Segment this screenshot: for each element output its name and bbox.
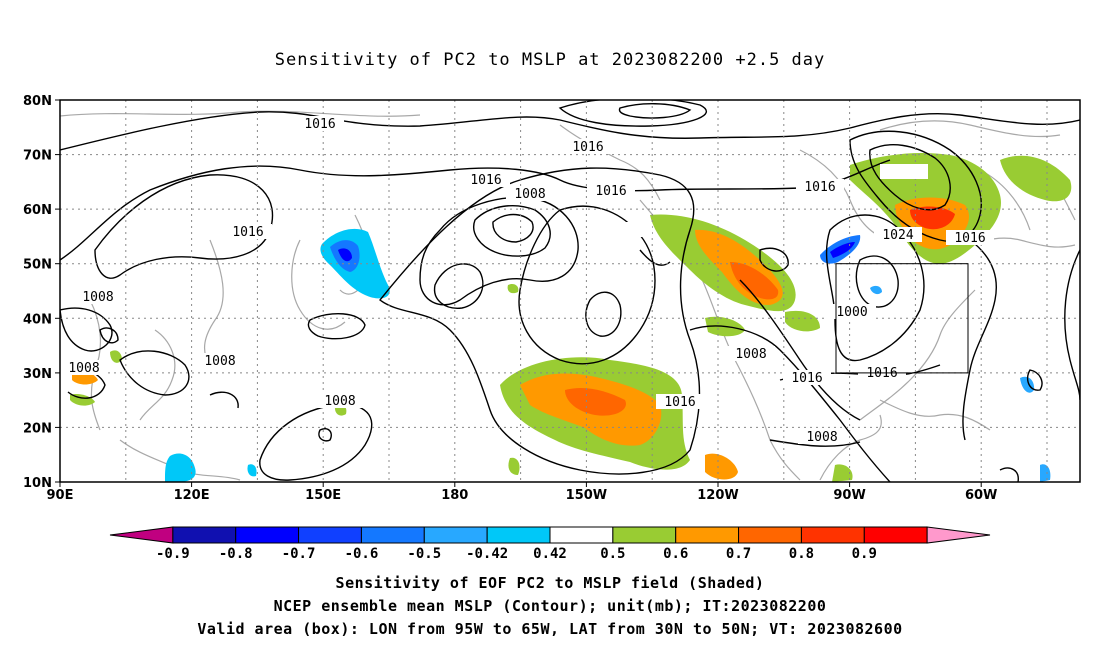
contour-label: 1016 <box>783 370 831 386</box>
contour-label: 1008 <box>727 346 775 362</box>
colorbar-segment <box>172 526 237 544</box>
colorbar-tick-label: -0.7 <box>282 546 316 562</box>
lat-label-50n: 50N <box>23 258 52 273</box>
contour-label: 1016 <box>462 172 510 188</box>
map-frame <box>59 99 1081 483</box>
longitude-labels: 90E 120E 150E 180 150W 120W 90W 60W <box>47 488 998 503</box>
map-title: Sensitivity of PC2 to MSLP at 2023082200… <box>274 50 826 70</box>
lon-label-150e: 150E <box>305 488 341 503</box>
colorbar-tick-label: 0.6 <box>663 546 688 562</box>
svg-text:1016: 1016 <box>804 180 835 195</box>
colorbar-tick-label: 0.42 <box>533 546 567 562</box>
svg-text:1016: 1016 <box>232 225 263 240</box>
lat-label-10n: 10N <box>23 476 52 491</box>
lon-label-120e: 120E <box>174 488 210 503</box>
colorbar-tick-label: -0.5 <box>407 546 441 562</box>
lat-label-40n: 40N <box>23 312 52 327</box>
colorbar-segment <box>675 526 740 544</box>
svg-text:1008: 1008 <box>82 290 113 305</box>
colorbar-segment <box>298 526 362 544</box>
svg-text:1016: 1016 <box>866 366 897 381</box>
contour-label: 1008 <box>74 289 122 305</box>
colorbar-tick-label: -0.9 <box>156 546 190 562</box>
contour-label: 1024 <box>874 227 922 243</box>
contour-label: 1008 <box>316 393 364 409</box>
latitude-labels: 80N 70N 60N 50N 40N 30N 20N 10N <box>23 94 52 491</box>
lat-label-70n: 70N <box>23 149 52 164</box>
svg-text:1016: 1016 <box>664 395 695 410</box>
colorbar-segment <box>612 526 677 544</box>
colorbar-tick-label: 0.8 <box>789 546 814 562</box>
footer-line-1: Sensitivity of EOF PC2 to MSLP field (Sh… <box>335 574 765 592</box>
footer-line-3: Valid area (box): LON from 95W to 65W, L… <box>197 620 903 638</box>
contour-label: 1008 <box>798 429 846 445</box>
contour-label: 1008 <box>196 353 244 369</box>
contour-label: 1008 <box>60 360 108 376</box>
lon-label-180: 180 <box>441 488 468 503</box>
svg-text:1024: 1024 <box>882 228 913 243</box>
contour-label <box>880 164 928 179</box>
svg-text:1008: 1008 <box>68 361 99 376</box>
colorbar-segment <box>800 526 865 544</box>
colorbar-labels: -0.9 -0.8 -0.7 -0.6 -0.5 -0.42 0.42 0.5 0.6 0.7 0.… <box>156 546 877 562</box>
svg-text:1008: 1008 <box>735 347 766 362</box>
contour-label: 1016 <box>587 183 635 199</box>
svg-text:1008: 1008 <box>514 187 545 202</box>
colorbar-tick-label: -0.8 <box>219 546 253 562</box>
svg-text:1008: 1008 <box>204 354 235 369</box>
colorbar-segment <box>235 526 300 544</box>
lat-label-30n: 30N <box>23 367 52 382</box>
footer-line-2: NCEP ensemble mean MSLP (Contour); unit(… <box>273 597 827 615</box>
contour-label: 1016 <box>296 116 344 132</box>
lon-label-90e: 90E <box>47 488 74 503</box>
svg-text:1016: 1016 <box>470 173 501 188</box>
axis-ticks <box>55 99 982 487</box>
contour-label: 1016 <box>224 224 272 240</box>
svg-text:1016: 1016 <box>304 117 335 132</box>
contour-label: 1016 <box>946 230 994 246</box>
svg-text:1016: 1016 <box>572 140 603 155</box>
colorbar-segment <box>549 526 614 544</box>
svg-text:1016: 1016 <box>595 184 626 199</box>
colorbar-segment <box>863 526 928 544</box>
colorbar-segment <box>926 526 991 544</box>
colorbar-tick-label: 0.7 <box>726 546 751 562</box>
colorbar-segment <box>423 526 488 544</box>
lon-label-120w: 120W <box>697 488 738 503</box>
colorbar-segment <box>486 526 551 544</box>
colorbar-tick-label: 0.5 <box>600 546 625 562</box>
svg-text:1008: 1008 <box>324 394 355 409</box>
lon-label-150w: 150W <box>566 488 607 503</box>
contour-label: 1016 <box>796 179 844 195</box>
colorbar-segment <box>109 526 174 544</box>
svg-text:1008: 1008 <box>806 430 837 445</box>
colorbar-segment <box>360 526 425 544</box>
colorbar-tick-label: 0.9 <box>852 546 877 562</box>
lon-label-90w: 90W <box>833 488 865 503</box>
lat-label-60n: 60N <box>23 203 52 218</box>
contour-label: 1000 <box>828 304 876 320</box>
contour-label: 1008 <box>506 186 554 202</box>
svg-text:1000: 1000 <box>836 305 867 320</box>
colorbar <box>109 526 991 544</box>
colorbar-segment <box>738 526 802 544</box>
colorbar-tick-label: -0.42 <box>466 546 508 562</box>
svg-text:1016: 1016 <box>791 371 822 386</box>
lat-label-80n: 80N <box>23 94 52 109</box>
graticule <box>60 100 1080 482</box>
lon-label-60w: 60W <box>965 488 997 503</box>
colorbar-tick-label: -0.6 <box>345 546 379 562</box>
contour-label: 1016 <box>656 394 704 410</box>
valid-area-box <box>835 263 969 374</box>
contour-label <box>604 222 652 237</box>
contour-label: 1016 <box>564 139 612 155</box>
svg-text:1016: 1016 <box>954 231 985 246</box>
lat-label-20n: 20N <box>23 421 52 436</box>
